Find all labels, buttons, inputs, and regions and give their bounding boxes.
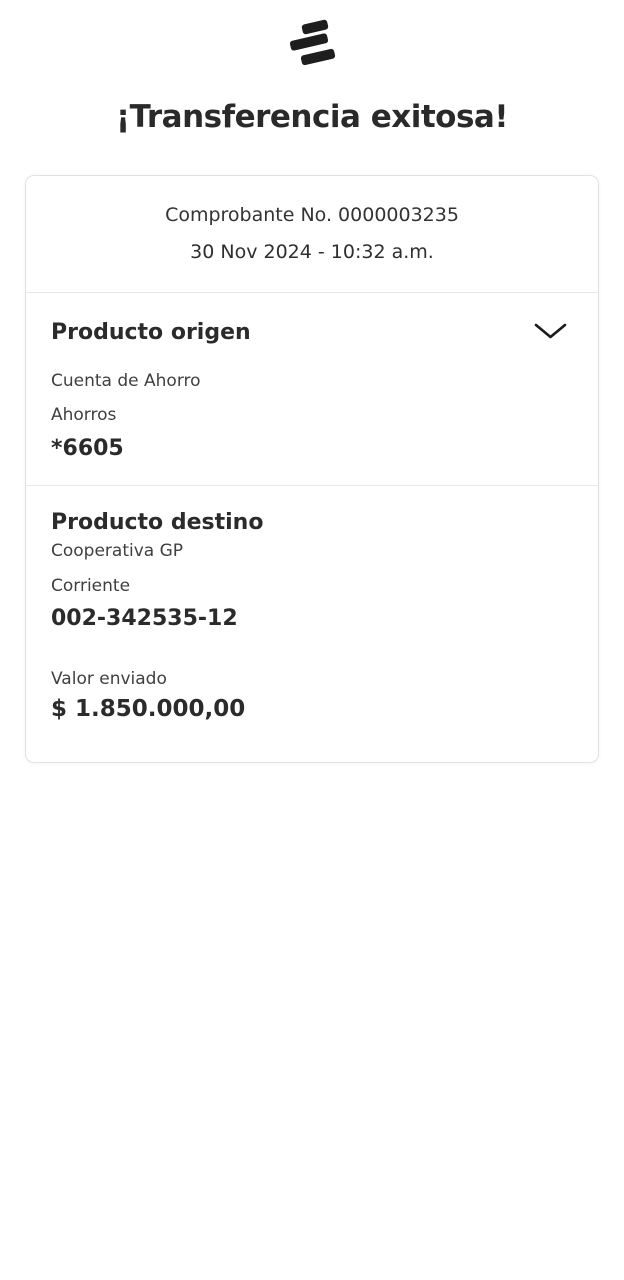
amount-value: $ 1.850.000,00 [51, 696, 246, 723]
destination-account-number: 002-342535-12 [51, 606, 238, 632]
logo-bar-middle [289, 32, 329, 52]
origin-account-name: Ahorros [51, 405, 117, 426]
destination-entity: Cooperativa GP [51, 540, 184, 561]
destination-section: Producto destino Cooperativa GP Corrient… [26, 486, 598, 762]
logo-bar-bottom [300, 48, 336, 66]
origin-section: Producto origen Cuenta de Ahorro Ahorros… [26, 293, 598, 486]
receipt-datetime: 30 Nov 2024 - 10:32 a.m. [190, 240, 434, 263]
receipt-header: Comprobante No. 0000003235 30 Nov 2024 -… [26, 176, 598, 294]
bank-logo-icon [288, 19, 336, 66]
chevron-down-icon [534, 321, 567, 344]
receipt-number: Comprobante No. 0000003235 [165, 204, 459, 226]
amount-block: Valor enviado $ 1.850.000,00 [51, 669, 573, 722]
origin-account-type: Cuenta de Ahorro [51, 371, 201, 392]
origin-heading-row[interactable]: Producto origen [51, 317, 573, 348]
page-title: ¡Transferencia exitosa! [116, 99, 508, 135]
origin-account-number: *6605 [51, 435, 124, 461]
origin-heading: Producto origen [51, 320, 251, 346]
logo-container [0, 0, 624, 66]
origin-expand-button[interactable] [530, 317, 571, 348]
destination-heading: Producto destino [51, 509, 264, 535]
receipt-card: Comprobante No. 0000003235 30 Nov 2024 -… [25, 175, 599, 764]
amount-label: Valor enviado [51, 669, 167, 690]
destination-account-type: Corriente [51, 575, 131, 596]
destination-heading-row: Producto destino [51, 510, 573, 535]
